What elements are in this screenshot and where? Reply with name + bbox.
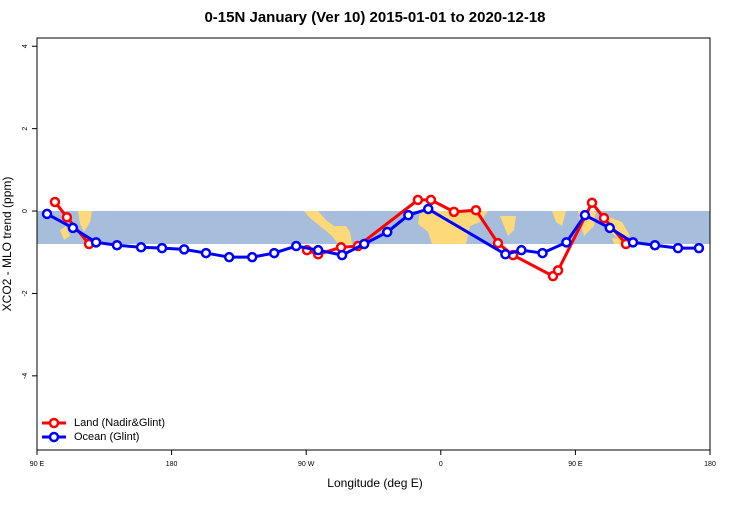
data-point [61, 211, 73, 223]
data-point [598, 212, 610, 224]
data-point [516, 244, 527, 256]
data-point [135, 242, 147, 253]
data-point [470, 204, 482, 216]
x-tick-label: 180 [704, 461, 716, 468]
data-point [382, 226, 393, 238]
legend-marker [48, 417, 60, 429]
data-point [672, 242, 684, 254]
legend-marker [48, 431, 60, 443]
data-point [586, 197, 598, 209]
y-axis-label: XCO2 - MLO trend (ppm) [0, 177, 14, 312]
data-point [67, 222, 79, 234]
data-point [178, 244, 190, 255]
legend-label: Land (Nadir&Glint) [74, 417, 165, 429]
y-tick-label: 2 [22, 127, 29, 131]
data-point [492, 237, 504, 249]
data-point [312, 244, 324, 256]
data-point [90, 237, 102, 248]
data-point [500, 249, 511, 260]
data-point [223, 251, 235, 263]
data-point [604, 222, 616, 234]
x-tick-label: 90 E [568, 461, 583, 468]
x-tick-label: 0 [439, 461, 443, 468]
data-point [41, 208, 53, 220]
data-point [111, 239, 123, 251]
data-point [290, 240, 302, 252]
legend: Land (Nadir&Glint) Ocean (Glint) [42, 417, 165, 443]
y-tick-label: -4 [22, 373, 29, 379]
data-point [336, 249, 348, 261]
data-point [579, 209, 591, 221]
x-tick-label: 90 E [30, 461, 45, 468]
data-point [246, 251, 258, 263]
x-tick-label: 90 W [298, 461, 315, 468]
y-tick-label: -2 [22, 290, 29, 296]
data-point [49, 196, 61, 208]
chart-title: 0-15N January (Ver 10) 2015-01-01 to 202… [204, 9, 545, 26]
data-point [403, 209, 414, 221]
data-point [552, 265, 564, 276]
data-point [422, 203, 434, 215]
x-tick-label: 180 [166, 461, 178, 468]
data-point [268, 247, 280, 259]
data-point [200, 247, 212, 259]
y-tick-label: 4 [22, 44, 29, 48]
data-point [412, 194, 424, 206]
data-point [561, 237, 572, 248]
x-axis-label: Longitude (deg E) [327, 476, 422, 490]
series-line [46, 207, 699, 259]
legend-label: Ocean (Glint) [74, 431, 139, 443]
data-point [693, 242, 705, 254]
data-point [627, 237, 639, 248]
data-point [358, 238, 370, 250]
y-tick-label: 0 [22, 209, 29, 213]
plot-frame [36, 37, 711, 451]
data-point [156, 242, 168, 254]
data-point [649, 239, 661, 251]
data-point [425, 194, 437, 206]
data-point [537, 247, 548, 259]
data-point [448, 206, 460, 218]
